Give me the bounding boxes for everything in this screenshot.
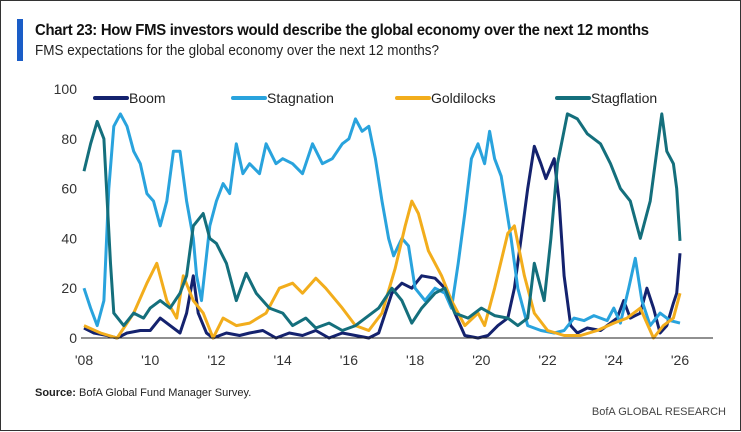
legend-label-goldilocks: Goldilocks [431, 90, 496, 106]
x-tick-label: '16 [340, 352, 358, 368]
x-tick-label: '26 [671, 352, 689, 368]
x-tick-label: '22 [538, 352, 556, 368]
series-line-stagflation [82, 112, 682, 332]
x-tick-label: '14 [274, 352, 292, 368]
y-tick-label: 20 [61, 280, 77, 296]
x-tick-label: '12 [207, 352, 225, 368]
series-line-stagnation [82, 112, 681, 335]
chart-subtitle: FMS expectations for the global economy … [35, 43, 440, 59]
y-tick-label: 40 [61, 230, 77, 246]
source-note: Source: BofA Global Fund Manager Survey. [35, 387, 251, 399]
legend-label-boom: Boom [129, 90, 166, 106]
series-line-goldilocks [83, 199, 682, 340]
legend-label-stagnation: Stagnation [267, 90, 334, 106]
source-label: Source: [35, 387, 76, 399]
y-tick-label: 80 [61, 131, 77, 147]
series-line-boom [83, 144, 682, 340]
x-tick-label: '24 [605, 352, 623, 368]
x-tick-label: '20 [472, 352, 490, 368]
x-tick-label: '08 [75, 352, 93, 368]
legend-label-stagflation: Stagflation [591, 90, 657, 106]
chart-title: Chart 23: How FMS investors would descri… [35, 22, 649, 39]
y-tick-label: 60 [61, 181, 77, 197]
brand-footer: BofA GLOBAL RESEARCH [591, 406, 726, 418]
title-accent-bar [17, 19, 23, 61]
x-tick-label: '18 [406, 352, 424, 368]
y-tick-label: 100 [54, 81, 78, 97]
x-tick-label: '10 [141, 352, 159, 368]
y-tick-label: 0 [69, 330, 77, 346]
source-text: BofA Global Fund Manager Survey. [75, 387, 252, 399]
